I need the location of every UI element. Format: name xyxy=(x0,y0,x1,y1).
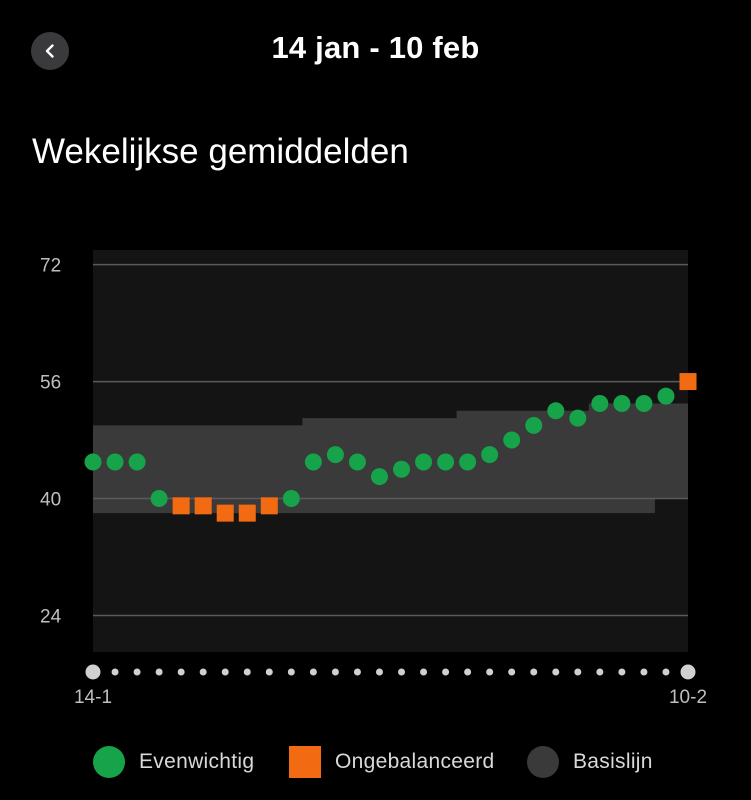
data-point-balanced xyxy=(84,453,102,471)
data-point-balanced xyxy=(613,394,631,412)
data-point-balanced xyxy=(150,490,168,508)
x-axis-dot xyxy=(662,668,670,676)
x-axis-dot xyxy=(177,668,185,676)
legend-item-balanced: Evenwichtig xyxy=(93,742,254,782)
legend-item-unbalanced: Ongebalanceerd xyxy=(289,742,495,782)
x-axis-dot xyxy=(398,668,406,676)
data-point-balanced xyxy=(437,453,455,471)
data-point-balanced xyxy=(591,394,609,412)
data-point-balanced xyxy=(106,453,124,471)
data-point-balanced xyxy=(282,490,300,508)
x-axis-dot xyxy=(442,668,450,676)
chevron-left-icon xyxy=(45,44,54,58)
x-axis-dot xyxy=(155,668,163,676)
x-tick-label-first: 14-1 xyxy=(74,687,112,708)
x-axis-dot xyxy=(243,668,251,676)
legend-label: Evenwichtig xyxy=(139,750,255,773)
data-point-unbalanced xyxy=(172,497,190,515)
legend-label: Basislijn xyxy=(573,750,653,773)
data-point-unbalanced xyxy=(260,497,278,515)
y-tick-label: 56 xyxy=(40,373,61,394)
x-tick-label-last: 10-2 xyxy=(669,687,707,708)
data-point-balanced xyxy=(393,460,411,478)
x-axis-dot xyxy=(618,668,626,676)
x-axis-dot xyxy=(640,668,648,676)
x-axis-dot xyxy=(199,668,207,676)
data-point-balanced xyxy=(525,416,543,434)
x-axis-dot xyxy=(133,668,141,676)
x-axis-dot xyxy=(353,668,361,676)
data-point-balanced xyxy=(348,453,366,471)
data-point-unbalanced xyxy=(238,504,256,522)
x-axis-dot xyxy=(375,668,383,676)
weekly-averages-chart: 72 56 40 24 14-1 10-2 xyxy=(40,250,707,708)
legend-item-baseline: Basislijn xyxy=(527,742,653,782)
data-point-balanced xyxy=(415,453,433,471)
y-tick-label: 40 xyxy=(40,490,61,511)
x-axis-dot xyxy=(309,668,317,676)
data-point-balanced xyxy=(657,387,675,405)
x-axis-dot xyxy=(331,668,339,676)
legend-marker-baseline xyxy=(527,746,559,778)
x-axis-dot xyxy=(552,668,560,676)
data-point-unbalanced xyxy=(194,497,212,515)
data-point-unbalanced xyxy=(216,504,234,522)
x-axis-dot xyxy=(574,668,582,676)
data-point-balanced xyxy=(128,453,146,471)
page-title: 14 jan - 10 feb xyxy=(271,30,480,65)
legend: Evenwichtig Ongebalanceerd Basislijn xyxy=(0,742,751,782)
data-point-balanced xyxy=(635,394,653,412)
data-point-balanced xyxy=(547,402,565,420)
data-point-balanced xyxy=(459,453,477,471)
header: 14 jan - 10 feb xyxy=(0,0,751,104)
data-point-balanced xyxy=(481,446,499,464)
x-axis-dot xyxy=(508,668,516,676)
data-point-balanced xyxy=(569,409,587,427)
legend-marker-unbalanced xyxy=(289,746,321,778)
x-axis-dot xyxy=(221,668,229,676)
data-point-balanced xyxy=(304,453,322,471)
x-axis-dot xyxy=(287,668,295,676)
x-axis-dot xyxy=(85,664,101,680)
back-button[interactable] xyxy=(31,32,69,70)
data-point-unbalanced xyxy=(679,373,697,391)
legend-marker-balanced xyxy=(93,746,125,778)
legend-label: Ongebalanceerd xyxy=(335,750,495,773)
x-axis-dot xyxy=(464,668,472,676)
x-axis-dot xyxy=(486,668,494,676)
x-axis-dot xyxy=(530,668,538,676)
y-tick-label: 72 xyxy=(40,256,61,277)
y-tick-label: 24 xyxy=(40,606,62,627)
data-point-balanced xyxy=(326,446,344,464)
data-point-balanced xyxy=(503,431,521,449)
x-axis-dot xyxy=(420,668,428,676)
x-axis-dot xyxy=(265,668,273,676)
x-axis-dot xyxy=(596,668,604,676)
x-axis-dot xyxy=(680,664,696,680)
section-title: Wekelijkse gemiddelden xyxy=(32,132,409,171)
data-point-balanced xyxy=(370,468,388,486)
x-axis-dot xyxy=(111,668,119,676)
